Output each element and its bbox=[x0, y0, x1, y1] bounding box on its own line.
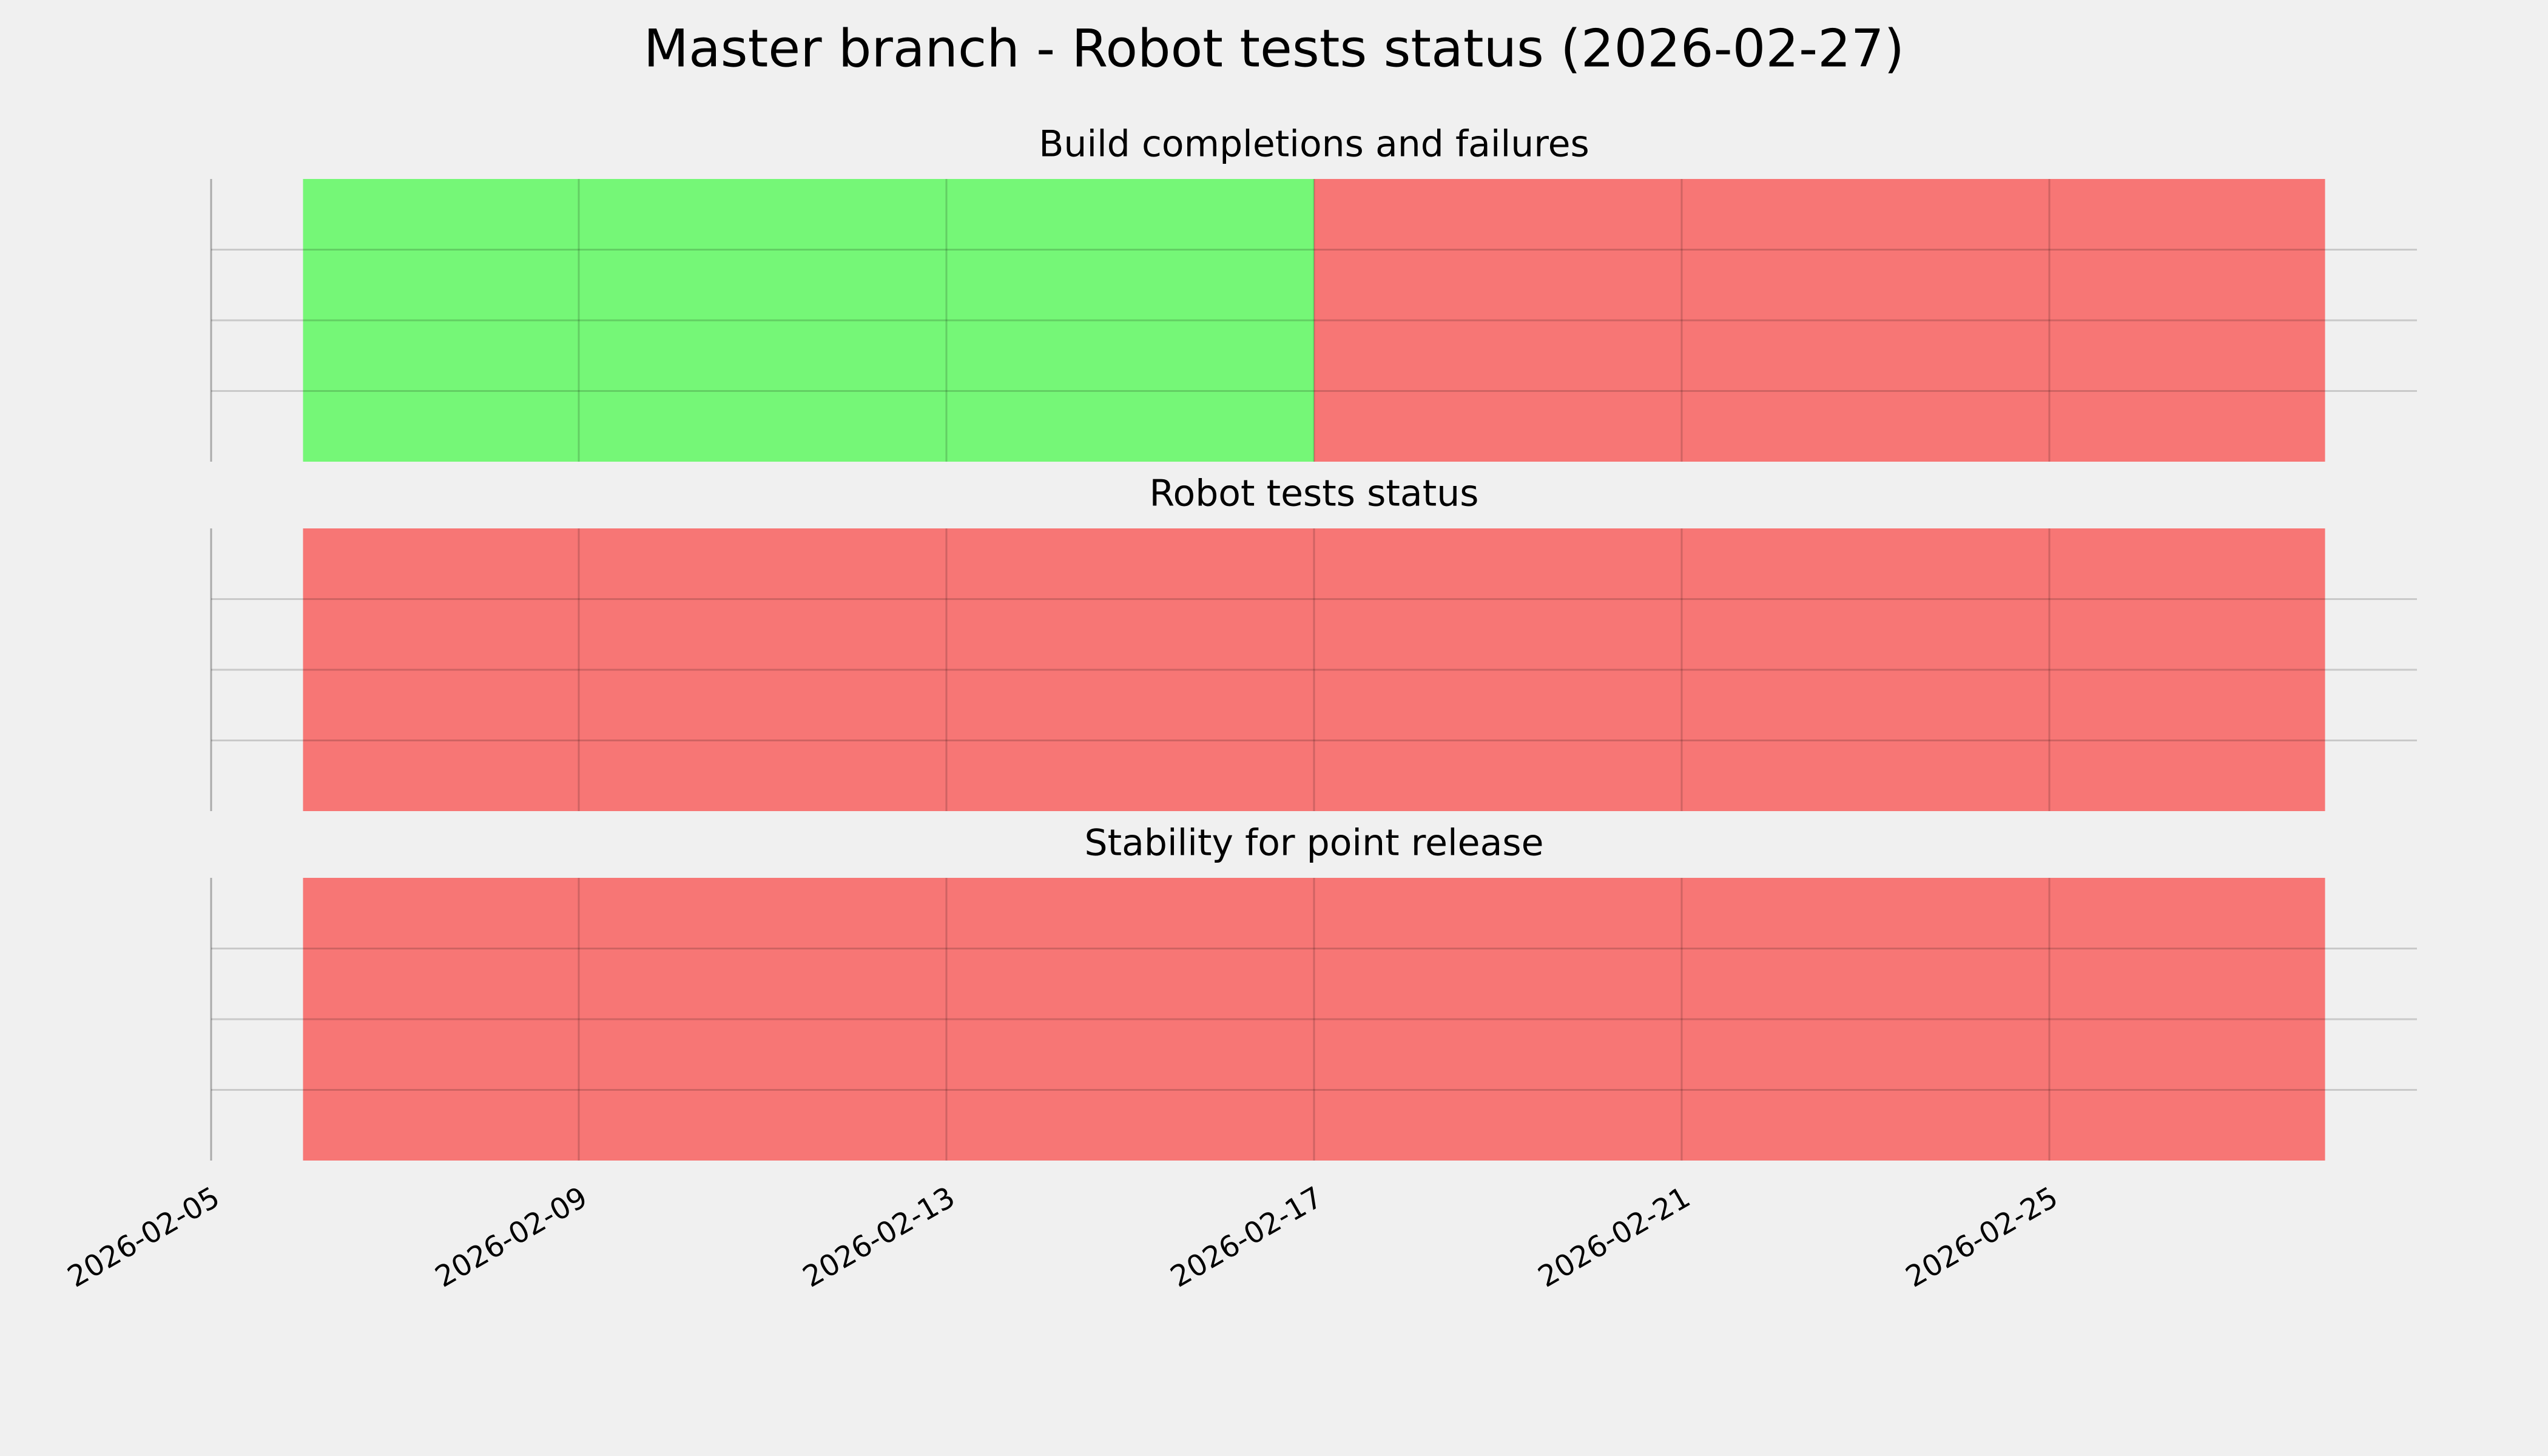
status-bar bbox=[1314, 179, 2325, 462]
status-bar bbox=[303, 179, 1314, 462]
status-bar bbox=[303, 878, 2325, 1161]
chart-title: Master branch - Robot tests status (2026… bbox=[644, 18, 1904, 79]
panel-title: Build completions and failures bbox=[1039, 123, 1589, 166]
panel-title: Stability for point release bbox=[1084, 822, 1543, 864]
status-bar bbox=[303, 528, 2325, 811]
panel-title: Robot tests status bbox=[1149, 473, 1478, 515]
